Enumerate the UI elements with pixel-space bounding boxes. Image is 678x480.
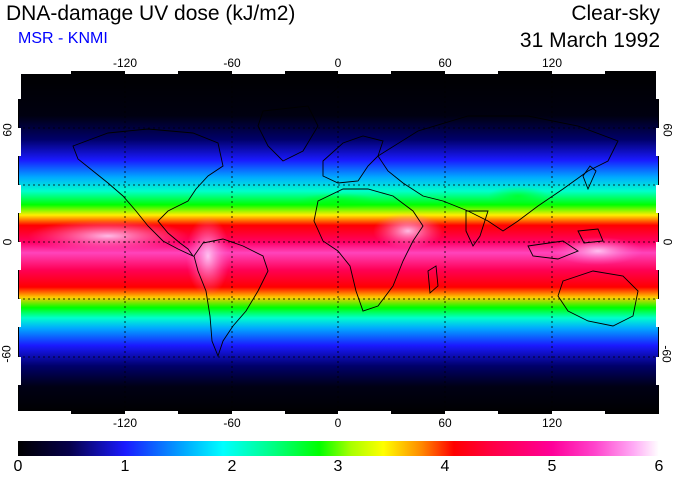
colorbar-label: 6	[654, 458, 664, 475]
colorbar-label: 1	[120, 458, 130, 475]
colorbar	[18, 441, 659, 456]
source-label: MSR - KNMI	[18, 30, 108, 47]
lat-label-left: 60	[0, 123, 15, 137]
colorbar-label: 4	[440, 458, 450, 475]
lon-label-bottom: -60	[223, 416, 241, 430]
lat-label-left: -60	[0, 345, 14, 363]
date-label: 31 March 1992	[519, 29, 660, 52]
lon-label-bottom: 60	[438, 416, 452, 430]
lat-label-left: 0	[0, 238, 15, 246]
lon-label-top: 120	[541, 56, 563, 70]
coastlines	[72, 105, 639, 358]
lat-label-right: 0	[660, 238, 675, 246]
colorbar-label: 5	[547, 458, 557, 475]
map-border	[18, 71, 659, 414]
scenario-label: Clear-sky	[571, 2, 660, 25]
lon-label-top: -120	[112, 56, 138, 70]
lon-label-top: -60	[223, 56, 241, 70]
colorbar-label: 2	[227, 458, 237, 475]
lon-label-top: 0	[334, 56, 342, 70]
uv-dose-map	[18, 71, 659, 414]
colorbar-label: 3	[333, 458, 343, 475]
lat-label-right: 60	[660, 123, 675, 137]
lon-label-bottom: -120	[112, 416, 138, 430]
graticule	[18, 71, 659, 414]
colorbar-label: 0	[13, 458, 23, 475]
lon-label-top: 60	[438, 56, 452, 70]
map-svg	[18, 71, 659, 414]
lon-label-bottom: 0	[334, 416, 342, 430]
lon-label-bottom: 120	[541, 416, 563, 430]
lat-label-right: -60	[659, 345, 674, 363]
map-title: DNA-damage UV dose (kJ/m2)	[6, 2, 296, 25]
